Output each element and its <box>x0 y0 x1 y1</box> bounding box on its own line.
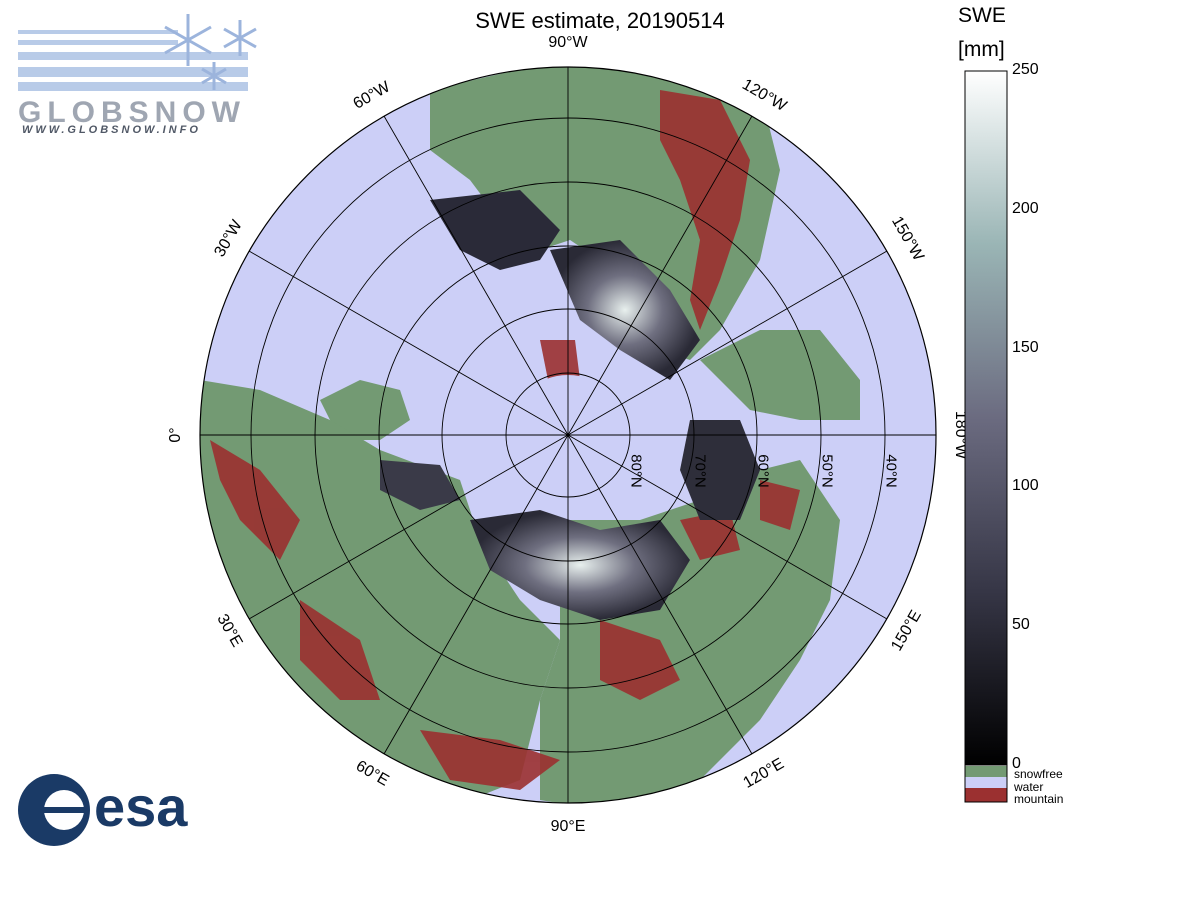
colorbar-title: SWE <box>958 4 1006 27</box>
colorbar <box>964 70 1008 803</box>
landmass-alaska <box>700 330 860 420</box>
globsnow-logo-text: GLOBSNOW <box>18 96 246 129</box>
latitude-label: 40°N <box>882 454 900 488</box>
colorbar-legend-item: mountain <box>1014 792 1064 806</box>
landmass-greenland <box>320 380 410 440</box>
longitude-label: 90°W <box>548 34 588 51</box>
esa-logo-text: esa <box>94 775 188 838</box>
graticule <box>199 66 937 804</box>
polar-map <box>200 67 936 803</box>
colorbar-legend-item: water <box>1014 780 1044 794</box>
colorbar-tick-label: 50 <box>1012 616 1030 634</box>
esa-logo-icon <box>18 774 90 846</box>
latitude-label: 70°N <box>691 454 709 488</box>
colorbar-tick-label: 250 <box>1012 61 1039 78</box>
latitude-label: 60°N <box>754 454 772 488</box>
colorbar-tick-label: 100 <box>1012 477 1039 495</box>
latitude-label: 50°N <box>818 454 836 488</box>
colorbar-legend-item: snowfree <box>1014 767 1063 781</box>
colorbar-unit: [mm] <box>958 38 1005 61</box>
colorbar-tick-label: 150 <box>1012 338 1039 356</box>
longitude-label: 90°E <box>550 818 586 835</box>
map-title: SWE estimate, 20190514 <box>475 8 725 33</box>
longitude-label: 0° <box>167 427 184 443</box>
snowflake-icon <box>164 14 257 90</box>
colorbar-tick-label: 200 <box>1012 199 1039 217</box>
colorbar-tick-label: 0 <box>1012 755 1021 772</box>
globsnow-url: WWW.GLOBSNOW.INFO <box>22 124 201 136</box>
globsnow-logo <box>18 14 257 91</box>
latitude-label: 80°N <box>627 454 645 488</box>
landmass-europe <box>200 380 560 800</box>
